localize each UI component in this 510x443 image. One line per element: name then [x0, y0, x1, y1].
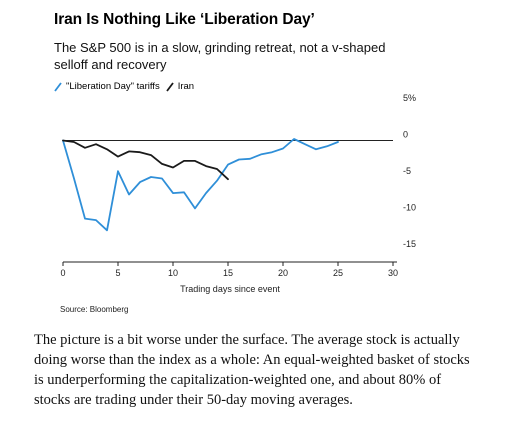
y-tick-label-4: -15: [403, 239, 416, 249]
chart-title: Iran Is Nothing Like ‘Liberation Day’: [54, 11, 315, 28]
x-tick-label-0: 0: [60, 268, 65, 278]
legend-swatch-iran: [165, 81, 174, 92]
legend-label-liberation-day: "Liberation Day" tariffs: [66, 81, 160, 92]
chart-source: Source: Bloomberg: [60, 305, 129, 314]
legend-item-iran: Iran: [165, 81, 195, 92]
x-tick-label-1: 5: [115, 268, 120, 278]
chart-subtitle: The S&P 500 is in a slow, grinding retre…: [54, 40, 386, 72]
x-axis-label: Trading days since event: [180, 284, 280, 294]
y-tick-label-2: -5: [403, 166, 411, 176]
x-tick-label-6: 30: [388, 268, 398, 278]
legend-item-liberation-day: "Liberation Day" tariffs: [54, 81, 160, 92]
series-line-0: [62, 138, 339, 232]
chart-legend: "Liberation Day" tariffs Iran: [54, 81, 194, 92]
legend-swatch-liberation-day: [54, 81, 62, 92]
x-tick-label-2: 10: [168, 268, 178, 278]
x-tick-label-4: 20: [278, 268, 288, 278]
x-tick-label-5: 25: [333, 268, 343, 278]
y-tick-label-1: 0: [403, 130, 408, 140]
article-paragraph: The picture is a bit worse under the sur…: [34, 332, 470, 408]
line-chart: 0 5 10 15 20 25 30 5% 0 -5 -10 -15 Trading days sinc…: [60, 93, 416, 294]
legend-label-iran: Iran: [177, 81, 195, 92]
series-line-1: [62, 139, 229, 181]
x-tick-label-3: 15: [223, 268, 233, 278]
y-tick-label-0: 5%: [403, 93, 416, 103]
y-tick-label-3: -10: [403, 203, 416, 213]
